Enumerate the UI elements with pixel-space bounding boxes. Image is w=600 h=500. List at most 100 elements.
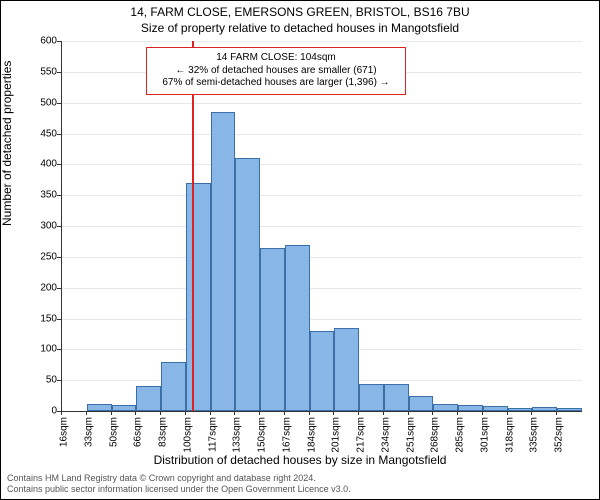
- x-tick-label: 167sqm: [281, 417, 292, 453]
- histogram-bar: [87, 404, 112, 411]
- histogram-bar: [235, 158, 260, 411]
- grid-line: [62, 226, 582, 227]
- histogram-bar: [285, 245, 310, 412]
- footer-line1: Contains HM Land Registry data © Crown c…: [7, 473, 351, 484]
- x-tick-mark: [333, 411, 334, 415]
- x-tick-label: 150sqm: [257, 417, 268, 453]
- footer-attribution: Contains HM Land Registry data © Crown c…: [7, 473, 351, 495]
- footer-line2: Contains public sector information licen…: [7, 484, 351, 495]
- histogram-bar: [112, 405, 137, 411]
- grid-line: [62, 319, 582, 320]
- y-tick-label: 200: [37, 282, 57, 293]
- x-tick-label: 184sqm: [306, 417, 317, 453]
- x-tick-label: 285sqm: [455, 417, 466, 453]
- y-tick-label: 550: [37, 66, 57, 77]
- histogram-bar: [384, 384, 409, 411]
- x-tick-mark: [111, 411, 112, 415]
- x-tick-mark: [135, 411, 136, 415]
- grid-line: [62, 195, 582, 196]
- x-tick-mark: [457, 411, 458, 415]
- y-tick-label: 450: [37, 128, 57, 139]
- x-tick-mark: [86, 411, 87, 415]
- x-tick-label: 66sqm: [133, 417, 144, 447]
- grid-line: [62, 103, 582, 104]
- x-tick-label: 117sqm: [207, 417, 218, 452]
- x-tick-label: 352sqm: [554, 417, 565, 453]
- y-tick-mark: [57, 226, 61, 227]
- y-tick-label: 100: [37, 344, 57, 355]
- y-tick-mark: [57, 72, 61, 73]
- histogram-bar: [409, 396, 434, 411]
- marker-line: [192, 41, 194, 411]
- y-tick-mark: [57, 319, 61, 320]
- x-tick-label: 16sqm: [59, 417, 70, 447]
- x-tick-label: 234sqm: [380, 417, 391, 453]
- grid-line: [62, 257, 582, 258]
- x-tick-mark: [358, 411, 359, 415]
- annotation-line2: ← 32% of detached houses are smaller (67…: [153, 65, 399, 78]
- y-axis-label: Number of detached properties: [0, 61, 14, 226]
- histogram-bar: [334, 328, 359, 411]
- x-tick-mark: [383, 411, 384, 415]
- x-tick-label: 217sqm: [356, 417, 367, 453]
- x-tick-mark: [556, 411, 557, 415]
- x-tick-mark: [531, 411, 532, 415]
- histogram-bar: [211, 112, 236, 411]
- histogram-bar: [433, 404, 458, 411]
- y-tick-mark: [57, 288, 61, 289]
- plot-area: 14 FARM CLOSE: 104sqm← 32% of detached h…: [61, 41, 582, 412]
- x-tick-label: 100sqm: [182, 417, 193, 453]
- histogram-bar: [508, 408, 533, 411]
- y-tick-label: 150: [37, 313, 57, 324]
- y-tick-mark: [57, 257, 61, 258]
- x-tick-label: 335sqm: [529, 417, 540, 453]
- x-tick-label: 83sqm: [158, 417, 169, 447]
- grid-line: [62, 41, 582, 42]
- histogram-bar: [458, 405, 483, 411]
- x-tick-label: 133sqm: [232, 417, 243, 453]
- y-tick-label: 250: [37, 251, 57, 262]
- x-tick-mark: [482, 411, 483, 415]
- histogram-bar: [532, 407, 557, 411]
- x-tick-label: 50sqm: [108, 417, 119, 447]
- y-tick-label: 600: [37, 36, 57, 47]
- grid-line: [62, 164, 582, 165]
- y-tick-mark: [57, 195, 61, 196]
- y-tick-mark: [57, 103, 61, 104]
- x-tick-label: 201sqm: [331, 417, 342, 453]
- grid-line: [62, 288, 582, 289]
- x-tick-mark: [259, 411, 260, 415]
- histogram-bar: [483, 406, 508, 411]
- x-tick-mark: [507, 411, 508, 415]
- y-tick-label: 0: [37, 406, 57, 417]
- y-tick-mark: [57, 164, 61, 165]
- x-tick-label: 251sqm: [405, 417, 416, 453]
- x-tick-mark: [185, 411, 186, 415]
- histogram-bar: [310, 331, 335, 411]
- histogram-bar: [186, 183, 211, 411]
- x-tick-mark: [309, 411, 310, 415]
- annotation-line1: 14 FARM CLOSE: 104sqm: [153, 52, 399, 65]
- y-tick-label: 300: [37, 221, 57, 232]
- x-tick-label: 268sqm: [430, 417, 441, 453]
- histogram-bar: [136, 386, 161, 411]
- x-axis-label: Distribution of detached houses by size …: [1, 453, 599, 467]
- x-tick-mark: [432, 411, 433, 415]
- annotation-line3: 67% of semi-detached houses are larger (…: [153, 77, 399, 90]
- grid-line: [62, 134, 582, 135]
- y-tick-label: 500: [37, 97, 57, 108]
- y-tick-label: 350: [37, 190, 57, 201]
- histogram-bar: [557, 408, 582, 411]
- histogram-bar: [161, 362, 186, 411]
- x-tick-mark: [160, 411, 161, 415]
- y-tick-label: 50: [37, 375, 57, 386]
- chart-title-line1: 14, FARM CLOSE, EMERSONS GREEN, BRISTOL,…: [1, 5, 599, 19]
- y-tick-mark: [57, 380, 61, 381]
- y-tick-mark: [57, 134, 61, 135]
- x-tick-mark: [284, 411, 285, 415]
- histogram-bar: [260, 248, 285, 411]
- x-tick-mark: [234, 411, 235, 415]
- chart-container: 14, FARM CLOSE, EMERSONS GREEN, BRISTOL,…: [0, 0, 600, 500]
- chart-title-line2: Size of property relative to detached ho…: [1, 21, 599, 35]
- x-tick-mark: [210, 411, 211, 415]
